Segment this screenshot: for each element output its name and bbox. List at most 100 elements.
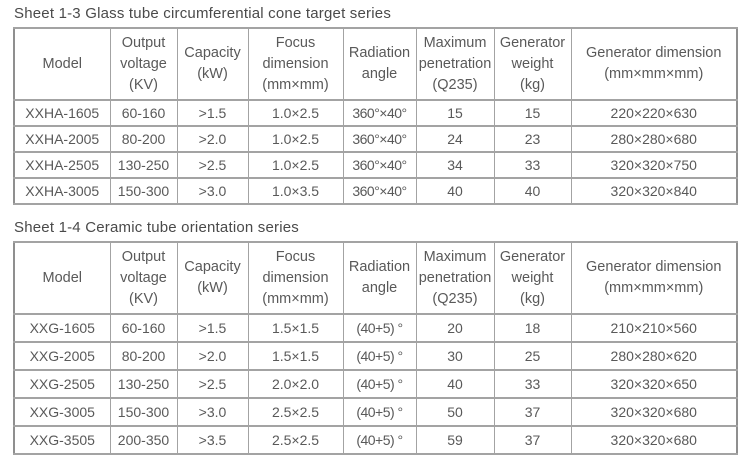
table-cell: 320×320×840 [570, 177, 738, 205]
table-cell: (40+5) ° [342, 341, 417, 371]
table-cell: >3.0 [176, 397, 249, 427]
table-cell: 40 [493, 177, 572, 205]
column-header: Output voltage (KV) [109, 241, 178, 315]
model-cell: XXHA-3005 [13, 177, 111, 205]
sheet-1-4-title: Sheet 1-4 Ceramic tube orientation serie… [14, 219, 300, 236]
column-header: Capacity (kW) [176, 27, 249, 101]
column-header: Maximum penetration (Q235) [415, 241, 495, 315]
model-cell: XXG-3005 [13, 397, 111, 427]
table-row: XXG-2005 80-200 >2.0 1.5×1.5 (40+5) ° 30 25 280… [13, 341, 738, 371]
table-cell: 60-160 [109, 313, 178, 343]
model-cell: XXG-2005 [13, 341, 111, 371]
table-cell: (40+5) ° [342, 397, 417, 427]
table-cell: 50 [415, 397, 495, 427]
column-header: Maximum penetration (Q235) [415, 27, 495, 101]
sheet-1-3-title: Sheet 1-3 Glass tube circumferential con… [14, 5, 392, 22]
table-cell: 280×280×620 [570, 341, 738, 371]
model-cell: XXG-3505 [13, 425, 111, 455]
table-cell: 15 [493, 99, 572, 127]
model-cell: XXG-1605 [13, 313, 111, 343]
table-cell: 360°×40° [342, 99, 417, 127]
table-row: XXG-2505 130-250 >2.5 2.0×2.0 (40+5) ° 40 33 32… [13, 369, 738, 399]
column-header: Generator dimension (mm×mm×mm) [570, 241, 738, 315]
table-cell: 23 [493, 125, 572, 153]
table-cell: 1.0×2.5 [247, 125, 344, 153]
table-cell: 320×320×680 [570, 397, 738, 427]
table-cell: 2.5×2.5 [247, 425, 344, 455]
table-cell: (40+5) ° [342, 313, 417, 343]
table-cell: 80-200 [109, 125, 178, 153]
table-cell: 1.0×2.5 [247, 151, 344, 179]
table-cell: >1.5 [176, 313, 249, 343]
header-row: Model Output voltage (KV) Capacity (kW) Foc… [13, 241, 738, 315]
table-cell: 320×320×750 [570, 151, 738, 179]
column-header: Focus dimension (mm×mm) [247, 27, 344, 101]
table-cell: 37 [493, 425, 572, 455]
table-cell: 280×280×680 [570, 125, 738, 153]
table-cell: 37 [493, 397, 572, 427]
ceramic-tube-series-table: Model Output voltage (KV) Capacity (kW) Foc… [13, 241, 738, 455]
table-cell: 33 [493, 151, 572, 179]
column-header: Focus dimension (mm×mm) [247, 241, 344, 315]
table-cell: 25 [493, 341, 572, 371]
column-header: Radiation angle [342, 27, 417, 101]
table-cell: 1.5×1.5 [247, 313, 344, 343]
table-cell: 360°×40° [342, 151, 417, 179]
table-cell: 33 [493, 369, 572, 399]
table-cell: 1.0×3.5 [247, 177, 344, 205]
table-cell: >1.5 [176, 99, 249, 127]
table-cell: (40+5) ° [342, 369, 417, 399]
table-row: XXHA-2005 80-200 >2.0 1.0×2.5 360°×40° 24 23 28… [13, 125, 738, 153]
table-cell: 20 [415, 313, 495, 343]
table-cell: 320×320×680 [570, 425, 738, 455]
model-cell: XXHA-1605 [13, 99, 111, 127]
table-row: XXG-1605 60-160 >1.5 1.5×1.5 (40+5) ° 20 18 210… [13, 313, 738, 343]
table-cell: 40 [415, 369, 495, 399]
table-cell: 130-250 [109, 151, 178, 179]
table-cell: 200-350 [109, 425, 178, 455]
table-cell: 1.0×2.5 [247, 99, 344, 127]
table-cell: 360°×40° [342, 125, 417, 153]
table-cell: >2.5 [176, 369, 249, 399]
column-header: Radiation angle [342, 241, 417, 315]
table-cell: 2.5×2.5 [247, 397, 344, 427]
table-cell: 360°×40° [342, 177, 417, 205]
model-cell: XXHA-2505 [13, 151, 111, 179]
table-cell: 59 [415, 425, 495, 455]
table-cell: 210×210×560 [570, 313, 738, 343]
table-cell: >2.5 [176, 151, 249, 179]
table-row: XXHA-2505 130-250 >2.5 1.0×2.5 360°×40° 34 33 3… [13, 151, 738, 179]
table-row: XXHA-1605 60-160 >1.5 1.0×2.5 360°×40° 15 15 22… [13, 99, 738, 127]
table-cell: 150-300 [109, 177, 178, 205]
table-cell: 80-200 [109, 341, 178, 371]
table-cell: 60-160 [109, 99, 178, 127]
column-header: Model [13, 27, 111, 101]
column-header: Generator weight (kg) [493, 27, 572, 101]
table-cell: >2.0 [176, 341, 249, 371]
column-header: Generator weight (kg) [493, 241, 572, 315]
table-cell: 1.5×1.5 [247, 341, 344, 371]
table-cell: 130-250 [109, 369, 178, 399]
table-cell: 150-300 [109, 397, 178, 427]
table-cell: >3.5 [176, 425, 249, 455]
column-header: Output voltage (KV) [109, 27, 178, 101]
table-cell: >3.0 [176, 177, 249, 205]
table-cell: 15 [415, 99, 495, 127]
column-header: Model [13, 241, 111, 315]
table-cell: 40 [415, 177, 495, 205]
glass-tube-series-table: Model Output voltage (KV) Capacity (kW) Foc… [13, 27, 738, 205]
table-cell: 24 [415, 125, 495, 153]
table-cell: 18 [493, 313, 572, 343]
model-cell: XXG-2505 [13, 369, 111, 399]
table-cell: 2.0×2.0 [247, 369, 344, 399]
table-cell: 320×320×650 [570, 369, 738, 399]
header-row: Model Output voltage (KV) Capacity (kW) Foc… [13, 27, 738, 101]
table-cell: 220×220×630 [570, 99, 738, 127]
table-row: XXG-3005 150-300 >3.0 2.5×2.5 (40+5) ° 50 37 32… [13, 397, 738, 427]
table-row: XXHA-3005 150-300 >3.0 1.0×3.5 360°×40° 40 40 3… [13, 177, 738, 205]
table-cell: >2.0 [176, 125, 249, 153]
table-cell: (40+5) ° [342, 425, 417, 455]
model-cell: XXHA-2005 [13, 125, 111, 153]
table-cell: 30 [415, 341, 495, 371]
